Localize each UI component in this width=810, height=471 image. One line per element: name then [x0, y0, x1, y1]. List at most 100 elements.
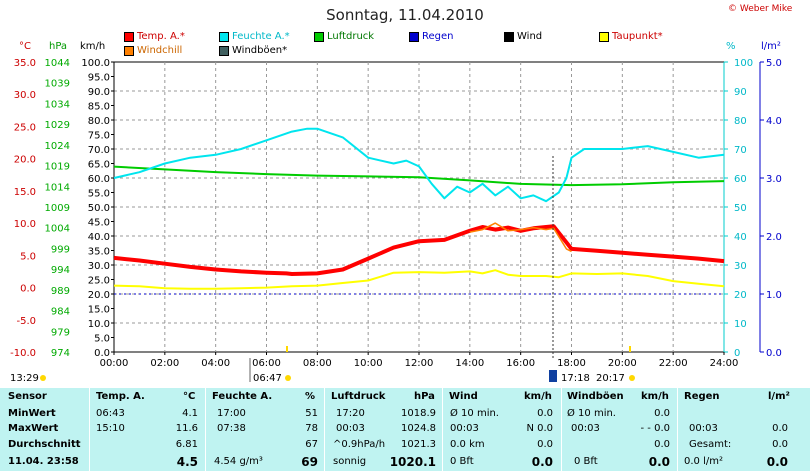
wind-tick-label: 5.0	[94, 334, 110, 345]
humidity-tick-label: 10	[734, 319, 747, 330]
wind-max-value: N 0.0	[526, 423, 553, 434]
x-tick-label: 16:00	[506, 358, 535, 369]
humidity-header: Feuchte A.	[212, 391, 273, 402]
humidity-max-time: 07:38	[217, 423, 246, 434]
wind-tick-label: 65.0	[88, 160, 110, 171]
wind-tick-label: 100.0	[81, 58, 110, 69]
temp-min-value: 4.1	[182, 408, 198, 419]
moon-icon	[549, 370, 557, 382]
temp-min-time: 06:43	[96, 408, 125, 419]
pressure-current-value: 1020.1	[389, 455, 436, 469]
pressure-tick-label: 1009	[45, 203, 70, 214]
sensor-header: Sensor	[8, 391, 47, 402]
pressure-tick-label: 1044	[45, 58, 70, 69]
x-tick-label: 02:00	[150, 358, 179, 369]
wind-bft: 0 Bft	[450, 456, 474, 467]
legend-temp-label: Temp. A.*	[137, 31, 185, 42]
temp-current-value: 4.5	[176, 455, 198, 469]
legend-temp-swatch	[124, 31, 134, 42]
humidity-tick-label: 0	[734, 348, 740, 359]
humidity-avg-value: 67	[305, 439, 318, 450]
pressure-tick-label: 1024	[45, 141, 70, 152]
gust-min-value: 0.0	[654, 408, 670, 419]
temp-tick-label: -10.0	[10, 348, 36, 359]
gust-max-time: 00:03	[571, 423, 600, 434]
wind-avg-value: 0.0	[537, 439, 553, 450]
x-tick-label: 14:00	[455, 358, 484, 369]
humidity-tick-label: 100	[734, 58, 753, 69]
pressure-unit: hPa	[414, 391, 435, 402]
rain-total-label: Gesamt:	[689, 439, 732, 450]
unit-rain: l/m²	[761, 41, 781, 52]
unit-wind: km/h	[80, 41, 106, 52]
series-luftdruck-line	[113, 165, 725, 187]
unit-humidity: %	[726, 41, 736, 52]
wind-tick-label: 75.0	[88, 131, 110, 142]
wind-unit: km/h	[524, 391, 552, 402]
wind-tick-label: 55.0	[88, 189, 110, 200]
humidity-tick-label: 90	[734, 87, 747, 98]
temp-tick-label: 20.0	[14, 155, 36, 166]
series-tempa-line	[113, 224, 725, 276]
temp-tick-label: 35.0	[14, 58, 36, 69]
pressure-tick-label: 1029	[45, 120, 70, 131]
pressure-tick-label: 1034	[45, 99, 70, 110]
x-tick-label: 12:00	[405, 358, 434, 369]
page-title: Sonntag, 11.04.2010	[326, 6, 484, 24]
pressure-avg-value: 1021.3	[401, 439, 436, 450]
marker-left-time: 13:29	[10, 373, 39, 384]
humidity-abs: 4.54 g/m³	[214, 456, 263, 467]
wind-tick-label: 50.0	[88, 203, 110, 214]
pressure-forecast: sonnig	[333, 456, 367, 467]
wind-tick-label: 70.0	[88, 145, 110, 156]
pressure-tick-label: 1019	[45, 162, 70, 173]
rain-current-value: 0.0	[766, 455, 788, 469]
legend-windchill-label: Windchill	[137, 45, 183, 56]
humidity-min-time: 17:00	[217, 408, 246, 419]
legend-humidity-swatch	[219, 31, 229, 42]
wind-tick-label: 95.0	[88, 73, 110, 84]
legend-humidity: Feuchte A.*	[219, 31, 290, 42]
legend-windchill-swatch	[124, 45, 134, 56]
temp-tick-label: 25.0	[14, 122, 36, 133]
temp-max-time: 15:10	[96, 423, 125, 434]
humidity-current-value: 69	[301, 455, 318, 469]
pressure-tick-label: 979	[51, 327, 70, 338]
legend-pressure: Luftdruck	[314, 31, 374, 42]
pressure-tick-label: 1039	[45, 79, 70, 90]
pressure-tick-label: 999	[51, 244, 70, 255]
rain-header: Regen	[684, 391, 720, 402]
humidity-tick-label: 20	[734, 290, 747, 301]
sun-icon	[40, 375, 46, 381]
x-tick-label: 06:00	[252, 358, 281, 369]
legend-rain-label: Regen	[422, 31, 454, 42]
legend-dewpoint: Taupunkt*	[599, 31, 663, 42]
legend-rain: Regen	[409, 31, 454, 42]
legend-wind: Wind	[504, 31, 542, 42]
wind-min-value: 0.0	[537, 408, 553, 419]
temp-tick-label: 10.0	[14, 219, 36, 230]
pressure-tick-label: 984	[51, 307, 70, 318]
pressure-max-value: 1024.8	[401, 423, 436, 434]
gust-header: Windböen	[567, 391, 624, 402]
col-divider	[89, 388, 90, 471]
x-tick-label: 00:00	[100, 358, 129, 369]
row-label-avg: Durchschnitt	[8, 439, 81, 450]
legend-rain-swatch	[409, 31, 419, 42]
wind-tick-label: 30.0	[88, 261, 110, 272]
legend-dewpoint-label: Taupunkt*	[612, 31, 663, 42]
pressure-header: Luftdruck	[331, 391, 386, 402]
humidity-max-value: 78	[305, 423, 318, 434]
row-label-current: 11.04. 23:58	[8, 456, 79, 467]
wind-tick-label: 15.0	[88, 305, 110, 316]
wind-tick-label: 40.0	[88, 232, 110, 243]
col-divider	[561, 388, 562, 471]
temp-header: Temp. A.	[96, 391, 145, 402]
temp-tick-label: -5.0	[16, 316, 36, 327]
wind-current-value: 0.0	[531, 455, 553, 469]
pressure-tick-label: 1004	[45, 224, 70, 235]
gust-min-label: Ø 10 min.	[567, 408, 616, 419]
rain-total-value: 0.0	[772, 439, 788, 450]
rain-amount: 0.0 l/m²	[684, 456, 723, 467]
temp-avg-value: 6.81	[175, 439, 198, 450]
